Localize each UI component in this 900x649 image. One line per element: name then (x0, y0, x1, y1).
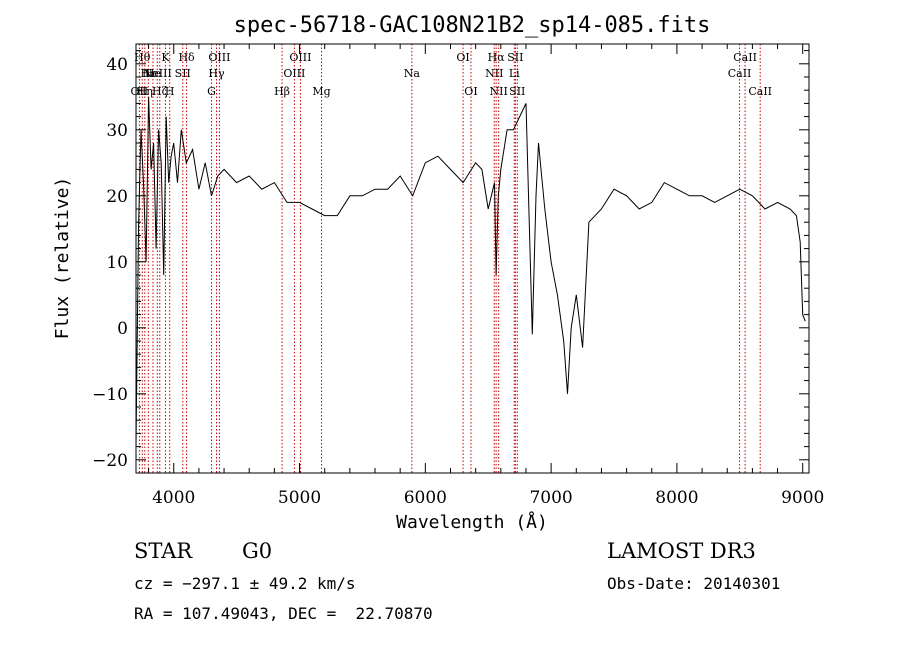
emission-line-labels: OIIHθHηHεHeNeIIIHζKHSIIHδGHγOIIIHβOIIIOI… (131, 51, 772, 98)
line-marker-label: CaII (748, 85, 772, 98)
line-marker-label: Li (509, 67, 520, 80)
survey-name: LAMOST DR3 (607, 539, 756, 563)
emission-line-markers (138, 44, 761, 473)
line-marker-label: SII (507, 51, 523, 64)
line-marker-label: Hη (137, 85, 153, 98)
x-axis-label: Wavelength (Å) (396, 511, 548, 533)
line-marker-label: SII (509, 85, 525, 98)
y-tick-label: 40 (106, 55, 128, 75)
line-marker-label: Mg (312, 85, 330, 98)
x-tick-label: 8000 (655, 488, 698, 508)
x-axis: 4000 5000 6000 7000 8000 9000 (148, 44, 824, 508)
line-marker-label: Hε (141, 67, 157, 80)
y-tick-label: 20 (106, 187, 128, 207)
line-marker-label: OI (456, 51, 469, 64)
line-marker-label: CaII (733, 51, 757, 64)
line-marker-label: Hβ (274, 85, 290, 98)
x-tick-label: 6000 (404, 488, 447, 508)
line-marker-label: Hδ (178, 51, 195, 64)
object-class: STAR (134, 539, 193, 563)
obs-date: Obs-Date: 20140301 (607, 574, 781, 593)
line-marker-label: OIII (208, 51, 230, 64)
line-marker-label: NII (485, 67, 503, 80)
line-marker-label: SII (175, 67, 191, 80)
plot-frame (135, 43, 810, 474)
line-marker-label: G (207, 85, 216, 98)
x-tick-label: 4000 (152, 488, 195, 508)
line-marker-label: OII (131, 85, 149, 98)
y-tick-label: −20 (92, 451, 128, 471)
x-tick-label: 9000 (781, 488, 824, 508)
y-tick-label: 30 (106, 121, 128, 141)
y-tick-label: 10 (106, 253, 128, 273)
line-marker-label: Hα (488, 51, 506, 64)
line-marker-label: OIII (283, 67, 305, 80)
line-marker-label: Hθ (134, 51, 151, 64)
line-marker-label: Na (404, 67, 421, 80)
line-marker-label: CaII (728, 67, 752, 80)
line-marker-label: OI (464, 85, 477, 98)
line-marker-label: Hζ (152, 85, 168, 98)
y-tick-label: −10 (92, 385, 128, 405)
y-axis: −20 −10 0 10 20 30 40 (92, 50, 809, 471)
spectral-subclass: G0 (242, 539, 273, 563)
line-marker-label: NII (490, 85, 508, 98)
redshift-readout: cz = −297.1 ± 49.2 km/s (134, 574, 356, 593)
line-marker-label: NeIII (143, 67, 172, 80)
line-marker-label: OIII (289, 51, 311, 64)
coordinates: RA = 107.49043, DEC = 22.70870 (134, 604, 433, 623)
y-axis-label: Flux (relative) (52, 177, 73, 340)
chart-title: spec-56718-GAC108N21B2_sp14-085.fits (234, 13, 711, 38)
y-tick-label: 0 (117, 319, 128, 339)
x-tick-label: 5000 (278, 488, 321, 508)
line-marker-label: K (161, 51, 170, 64)
spectrum-series-line (135, 96, 806, 447)
line-marker-label: He (145, 67, 161, 80)
line-marker-label: Hγ (208, 67, 225, 80)
x-tick-label: 7000 (529, 488, 572, 508)
line-marker-label: H (165, 85, 175, 98)
